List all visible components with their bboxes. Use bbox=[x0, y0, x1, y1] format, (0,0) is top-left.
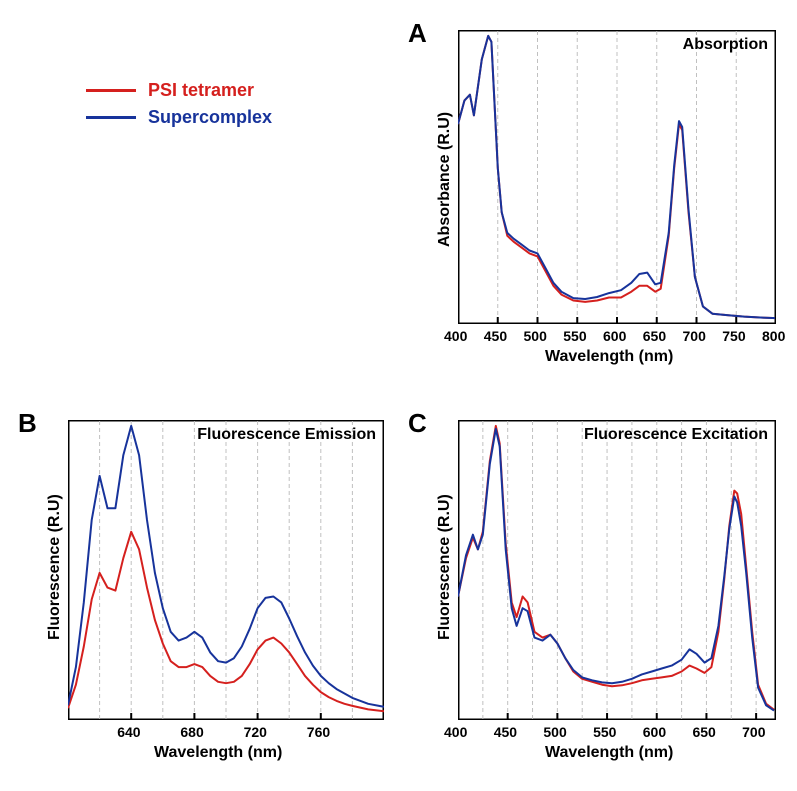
xtick-label: 750 bbox=[722, 328, 745, 344]
legend-item-psi: PSI tetramer bbox=[86, 80, 272, 101]
panel-letter-B: B bbox=[18, 408, 37, 439]
xtick-label: 500 bbox=[524, 328, 547, 344]
series-line-0 bbox=[68, 532, 384, 711]
panel-fluorescence-emission: B 640 680 720 760 Wavelength (nm) Fluorescence… bbox=[8, 400, 398, 780]
chart-C bbox=[458, 420, 776, 720]
xtick-label: 760 bbox=[307, 724, 330, 740]
xtick-label: 600 bbox=[603, 328, 626, 344]
series-line-0 bbox=[458, 426, 774, 710]
panel-title: Fluorescence Excitation bbox=[584, 426, 768, 444]
xtick-label: 500 bbox=[543, 724, 566, 740]
y-axis-label: Fluorescence (R.U) bbox=[46, 494, 64, 640]
panel-letter-A: A bbox=[408, 18, 427, 49]
x-axis-label: Wavelength (nm) bbox=[545, 744, 673, 762]
chart-B bbox=[68, 420, 384, 720]
xtick-label: 400 bbox=[444, 724, 467, 740]
panel-fluorescence-excitation: C 400 450 500 550 600 650 700 Wavelength (nm) Flu… bbox=[398, 400, 790, 780]
x-axis-label: Wavelength (nm) bbox=[545, 348, 673, 366]
chart-A bbox=[458, 30, 776, 324]
panel-letter-C: C bbox=[408, 408, 427, 439]
series-line-1 bbox=[458, 36, 776, 318]
legend: PSI tetramer Supercomplex bbox=[86, 80, 272, 134]
x-axis-label: Wavelength (nm) bbox=[154, 744, 282, 762]
xtick-label: 650 bbox=[643, 328, 666, 344]
xtick-label: 720 bbox=[244, 724, 267, 740]
xtick-label: 450 bbox=[494, 724, 517, 740]
y-axis-label: Fluorescence (R.U) bbox=[436, 494, 454, 640]
legend-label-supercomplex: Supercomplex bbox=[148, 107, 272, 128]
panel-title: Fluorescence Emission bbox=[197, 426, 376, 444]
xtick-label: 700 bbox=[683, 328, 706, 344]
series-line-0 bbox=[458, 36, 776, 318]
series-line-1 bbox=[458, 429, 774, 711]
xtick-label: 700 bbox=[742, 724, 765, 740]
panel-absorption: A 400 450 500 550 600 650 700 750 800 Wavelength (… bbox=[398, 10, 790, 380]
xtick-label: 600 bbox=[643, 724, 666, 740]
y-axis-label: Absorbance (R.U) bbox=[436, 112, 454, 247]
legend-label-psi: PSI tetramer bbox=[148, 80, 254, 101]
series-line-1 bbox=[68, 426, 384, 707]
xtick-label: 550 bbox=[593, 724, 616, 740]
xtick-label: 400 bbox=[444, 328, 467, 344]
xtick-label: 450 bbox=[484, 328, 507, 344]
legend-item-supercomplex: Supercomplex bbox=[86, 107, 272, 128]
legend-swatch-psi bbox=[86, 89, 136, 92]
panel-title: Absorption bbox=[683, 36, 768, 54]
xtick-label: 650 bbox=[692, 724, 715, 740]
xtick-label: 640 bbox=[117, 724, 140, 740]
xtick-label: 680 bbox=[180, 724, 203, 740]
xtick-label: 800 bbox=[762, 328, 785, 344]
legend-swatch-supercomplex bbox=[86, 116, 136, 119]
xtick-label: 550 bbox=[563, 328, 586, 344]
